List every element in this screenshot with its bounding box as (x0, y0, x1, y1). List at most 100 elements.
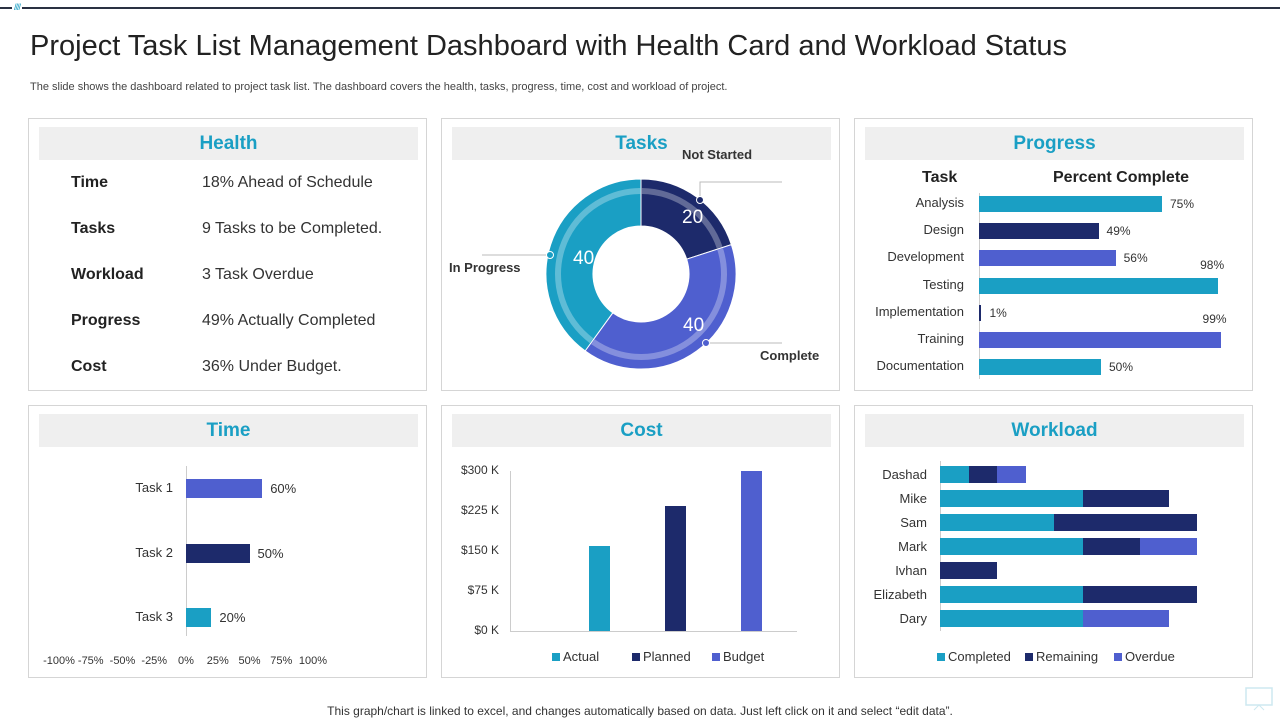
legend-label: Budget (723, 649, 765, 664)
progress-task-development: Development (887, 249, 964, 265)
cost-ytick: $225 K (460, 503, 499, 517)
workload-bar-sam-remaining (1054, 514, 1198, 531)
legend-swatch (632, 653, 640, 661)
progress-col-percent: Percent Complete (1053, 169, 1190, 186)
time-xtick: 100% (298, 655, 328, 667)
time-xtick: 0% (178, 655, 194, 667)
workload-bar-mike-completed (940, 490, 1083, 507)
time-xtick: -100% (43, 655, 75, 667)
legend-swatch (1114, 653, 1122, 661)
workload-bar-sam-completed (940, 514, 1055, 531)
donut-ring-complete (591, 248, 727, 360)
legend-swatch (712, 653, 720, 661)
page-subtitle: The slide shows the dashboard related to… (30, 81, 728, 93)
progress-bar-training (979, 332, 1221, 348)
time-value-task-1: 60% (270, 481, 297, 496)
cost-axis-y (510, 471, 511, 631)
workload-bar-dashad-overdue (997, 466, 1026, 483)
time-bar-task-1 (186, 479, 263, 498)
progress-task-documentation: Documentation (876, 358, 964, 374)
health-label-cost: Cost (71, 358, 107, 375)
cost-ytick: $300 K (460, 463, 499, 477)
cost-bar-actual (589, 545, 610, 631)
footer-note: This graph/chart is linked to excel, and… (327, 704, 953, 718)
time-xtick: 75% (270, 655, 293, 667)
time-bar-task-3 (186, 608, 212, 627)
tasks-card: Tasks 20 Not Started 40 Complete 40 In Progre… (441, 118, 840, 391)
cost-legend-actual: Actual (552, 649, 599, 664)
progress-bar-analysis (979, 196, 1162, 212)
workload-legend-completed: Completed (937, 649, 1011, 664)
page-title: Project Task List Management Dashboard w… (30, 30, 1068, 62)
workload-bar-elizabeth-completed (940, 586, 1083, 603)
progress-value-design: 49% (1106, 224, 1131, 239)
health-value-progress: 49% Actually Completed (202, 312, 376, 329)
time-xtick: 50% (238, 655, 261, 667)
progress-task-training: Training (917, 331, 964, 346)
health-title: Health (39, 127, 418, 160)
progress-task-design: Design (923, 222, 964, 238)
cost-bar-budget (741, 471, 762, 631)
workload-bar-ivhan-remaining (940, 562, 998, 579)
time-value-task-2: 50% (257, 545, 284, 561)
legend-label: Overdue (1125, 649, 1175, 664)
workload-card: Workload Dashad Mike Sam Mark Ivhan Elizabeth… (854, 405, 1253, 678)
leader-dot-in-progress (546, 251, 554, 259)
workload-bar-dary-completed (940, 610, 1083, 627)
progress-card: Progress Task Percent Complete Analysis 7… (854, 118, 1253, 391)
workload-name-mark: Mark (898, 539, 927, 554)
legend-label: Completed (948, 649, 1011, 664)
time-xtick: -75% (77, 655, 104, 667)
monitor-icon (1245, 687, 1273, 711)
health-label-tasks: Tasks (71, 220, 116, 237)
donut-slice-complete (584, 244, 737, 370)
progress-bar-testing (979, 277, 1219, 294)
progress-title: Progress (865, 127, 1244, 160)
donut-slice-in-progress (545, 178, 642, 352)
donut-value-not-started: 20 (682, 207, 703, 228)
donut-label-not-started: Not Started (682, 147, 752, 162)
time-xtick: -50% (109, 655, 136, 667)
legend-label: Remaining (1036, 649, 1099, 664)
legend-label: Actual (563, 649, 600, 664)
cost-bar-planned (665, 505, 686, 631)
workload-name-dary: Dary (899, 611, 927, 626)
workload-title: Workload (865, 414, 1244, 447)
time-title: Time (39, 414, 418, 447)
workload-bar-mark-overdue (1140, 538, 1198, 555)
decoration-icon: //// (12, 2, 23, 12)
progress-value-training: 99% (1202, 312, 1227, 326)
time-xtick: -25% (141, 655, 168, 667)
time-label-task-2: Task 2 (135, 544, 173, 560)
progress-task-analysis: Analysis (915, 195, 964, 210)
workload-name-dashad: Dashad (882, 467, 927, 482)
time-xtick: 25% (206, 655, 229, 667)
time-label-task-1: Task 1 (135, 480, 173, 495)
health-value-workload: 3 Task Overdue (202, 266, 314, 283)
workload-bar-elizabeth-remaining (1083, 586, 1198, 603)
cost-axis-x (510, 631, 797, 632)
progress-col-task: Task (922, 169, 958, 186)
workload-bar-dashad-completed (940, 466, 969, 483)
health-card: Health Time 18% Ahead of Schedule Tasks 9 T… (28, 118, 427, 391)
leader-dot-complete (702, 339, 710, 347)
donut-label-complete: Complete (760, 348, 819, 363)
progress-value-development: 56% (1123, 251, 1148, 266)
cost-legend-budget: Budget (712, 649, 764, 664)
workload-bar-dary-overdue (1083, 610, 1169, 627)
workload-bar-mark-completed (940, 538, 1083, 555)
time-value-task-3: 20% (219, 610, 246, 625)
cost-card: Cost $0 K $75 K $150 K $225 K $300 K Actual Pl… (441, 405, 840, 678)
time-card: Time Task 1 60% Task 2 50% Task 3 20% -100% -75… (28, 405, 427, 678)
tasks-title: Tasks (452, 127, 831, 160)
time-label-task-3: Task 3 (135, 609, 173, 624)
tasks-donut-chart: 20 Not Started 40 Complete 40 In Progress (449, 147, 819, 370)
cost-ytick: $0 K (474, 623, 499, 637)
progress-value-implementation: 1% (989, 305, 1007, 320)
progress-bar-design (979, 223, 1099, 240)
health-value-tasks: 9 Tasks to be Completed. (202, 220, 383, 237)
progress-value-analysis: 75% (1170, 197, 1195, 211)
workload-name-mike: Mike (899, 491, 927, 506)
cost-title: Cost (452, 414, 831, 447)
progress-bar-implementation (979, 304, 982, 321)
